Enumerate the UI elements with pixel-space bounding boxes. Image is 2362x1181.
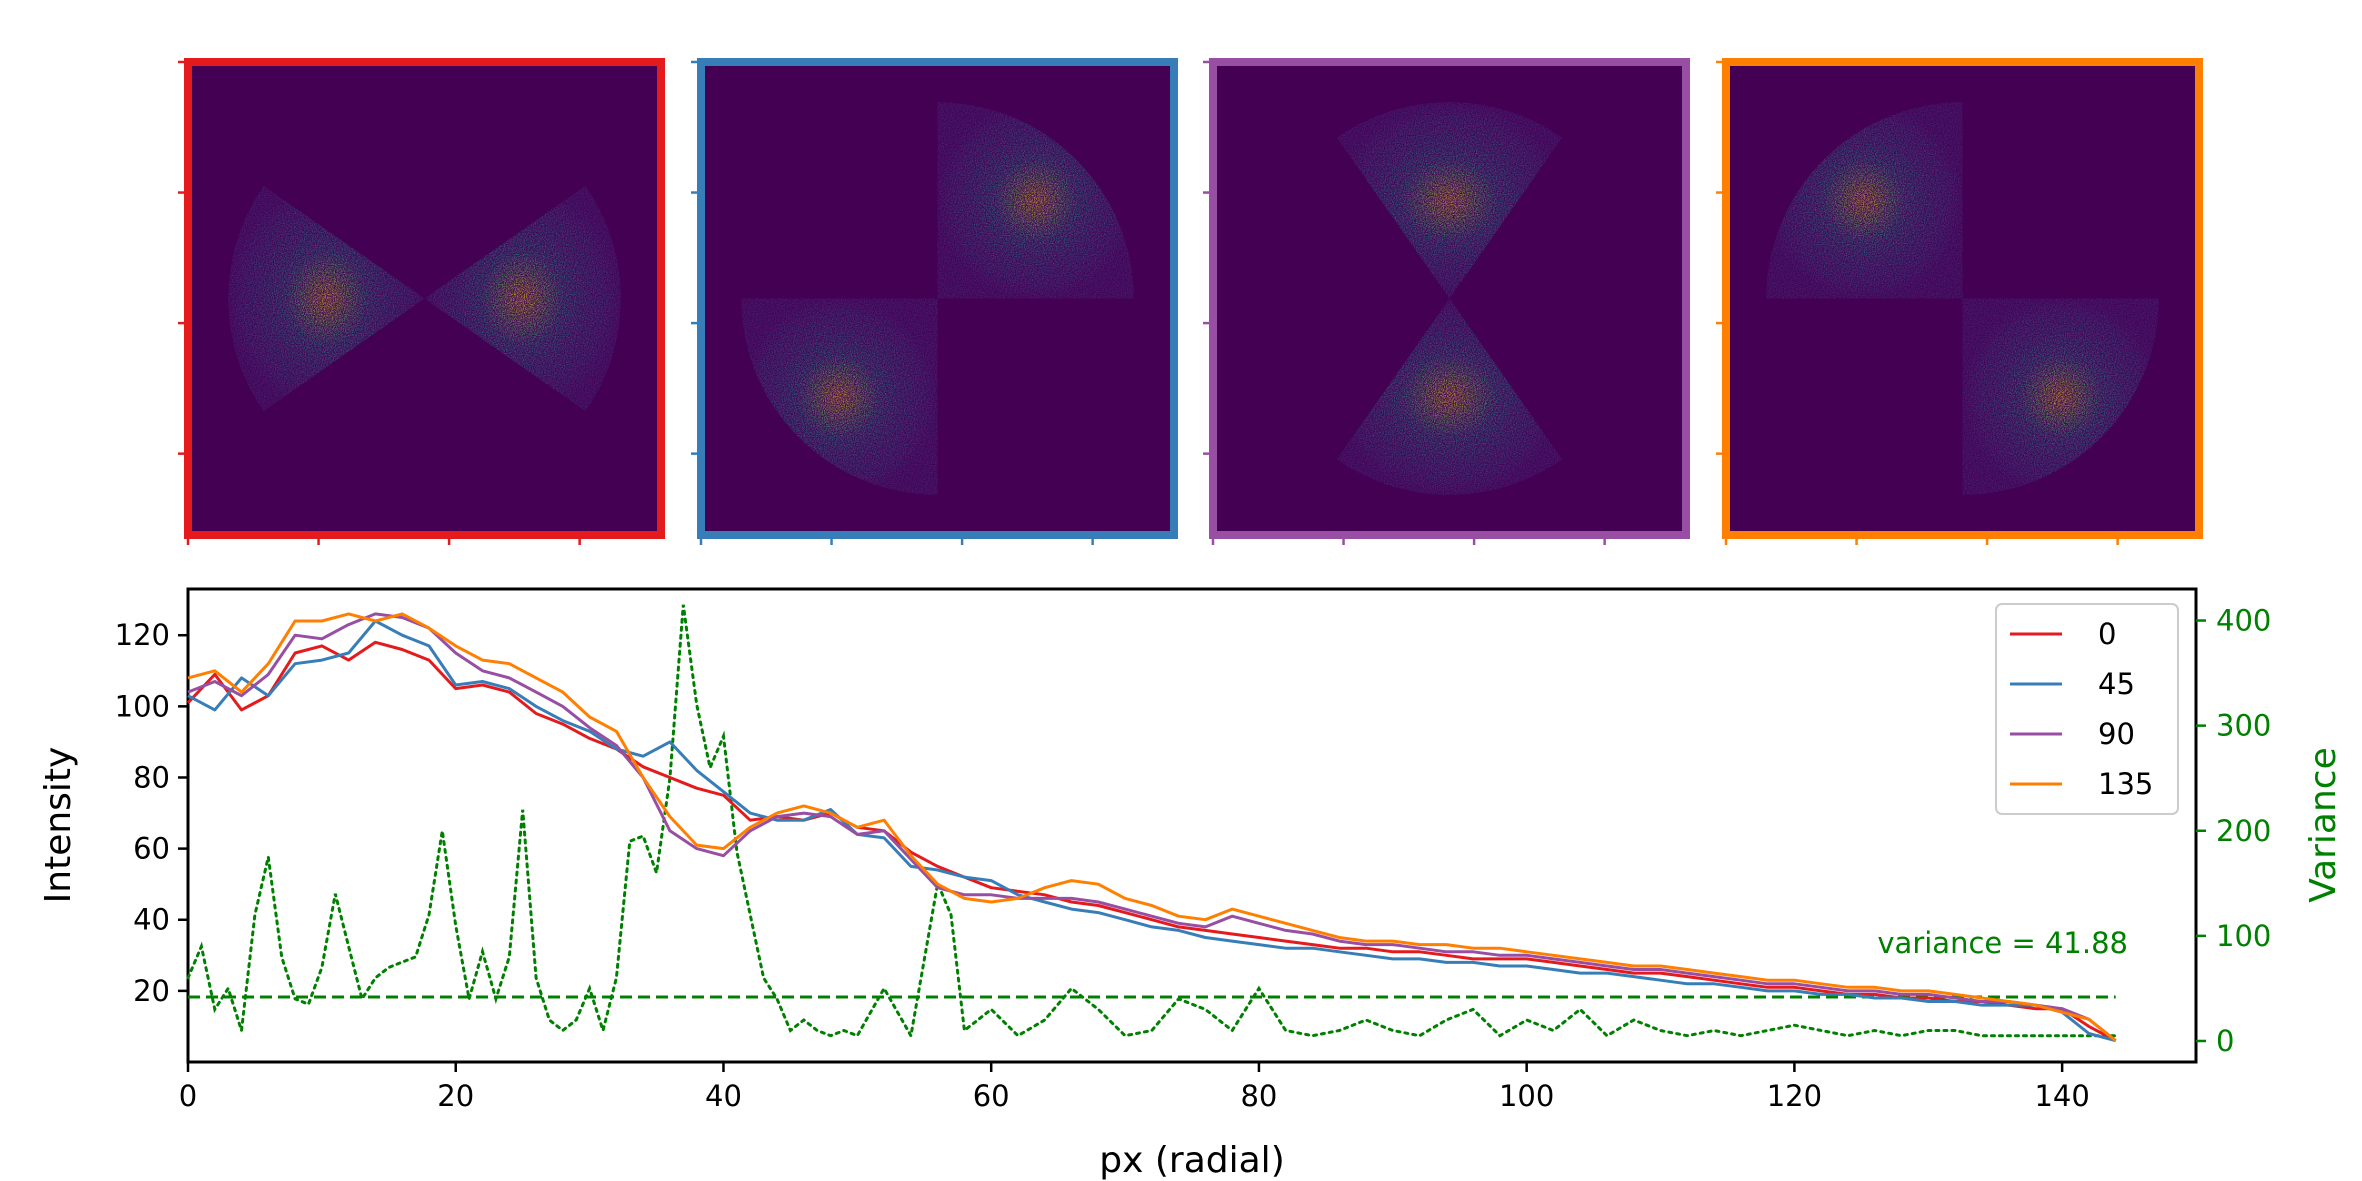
panel-border	[1722, 58, 2203, 539]
legend-label: 135	[2098, 767, 2153, 801]
x-tick-label: 80	[1240, 1079, 1277, 1113]
y-axis-label: Intensity	[38, 747, 79, 904]
x-axis: 0 20 40 60 80 100 120 140	[179, 1062, 2090, 1113]
x-tick-label: 120	[1767, 1079, 1822, 1113]
y2-tick-label: 400	[2216, 604, 2271, 638]
y2-axis-label: Variance	[2303, 747, 2344, 903]
series-line-90	[187, 612, 2117, 1042]
x-tick-label: 100	[1499, 1079, 1554, 1113]
plot-frame	[186, 587, 2198, 1064]
sector-wedge	[1962, 298, 2159, 495]
sector-panels	[178, 58, 2203, 545]
y-tick-label: 120	[115, 618, 170, 652]
y-tick-label: 20	[133, 974, 170, 1008]
sector-wedge	[937, 102, 1134, 299]
series-line-135	[187, 612, 2117, 1042]
panel-border	[1209, 58, 1690, 539]
x-tick-label: 40	[705, 1079, 742, 1113]
sector-wedge	[741, 298, 938, 495]
sector-panel-135	[1716, 58, 2203, 545]
legend-label: 90	[2098, 717, 2135, 751]
sector-wedge	[1336, 298, 1563, 495]
sector-image	[1336, 102, 1563, 495]
variance-line	[186, 604, 2118, 1041]
y2-tick-label: 100	[2216, 919, 2271, 953]
panel-border	[184, 58, 665, 539]
legend-label: 0	[2098, 617, 2116, 651]
sector-wedge	[424, 185, 621, 412]
x-axis-label: px (radial)	[1099, 1140, 1284, 1181]
legend-box	[1995, 603, 2179, 815]
sector-wedge	[1766, 102, 1963, 299]
sector-wedge	[228, 185, 425, 412]
x-tick-label: 140	[2034, 1079, 2089, 1113]
sector-panel-0	[178, 58, 665, 545]
y-axis: 20 40 60 80 100 120	[115, 618, 188, 1008]
series-line-0	[186, 640, 2117, 1043]
y-tick-label: 60	[133, 832, 170, 866]
legend-label: 45	[2098, 667, 2135, 701]
sector-wedge	[1336, 102, 1563, 299]
series-line-45	[187, 619, 2117, 1043]
y2-axis: 0 100 200 300 400	[2196, 604, 2271, 1058]
variance-annotation: variance = 41.88	[1877, 926, 2128, 960]
x-tick-label: 20	[437, 1079, 474, 1113]
y-tick-label: 100	[115, 689, 170, 723]
y2-tick-label: 300	[2216, 709, 2271, 743]
sector-panel-90	[1203, 58, 1690, 545]
y-tick-label: 40	[133, 903, 170, 937]
sector-image	[1766, 102, 2159, 495]
sector-image	[741, 102, 1134, 495]
x-tick-label: 60	[973, 1079, 1010, 1113]
y2-tick-label: 0	[2216, 1024, 2234, 1058]
y-tick-label: 80	[133, 760, 170, 794]
panel-border	[697, 58, 1178, 539]
legend: 0 45 90 135	[1995, 603, 2179, 815]
y2-tick-label: 200	[2216, 814, 2271, 848]
x-tick-label: 0	[179, 1079, 197, 1113]
series-lines	[186, 604, 2118, 1043]
sector-image	[228, 185, 621, 412]
sector-panel-45	[691, 58, 1178, 545]
